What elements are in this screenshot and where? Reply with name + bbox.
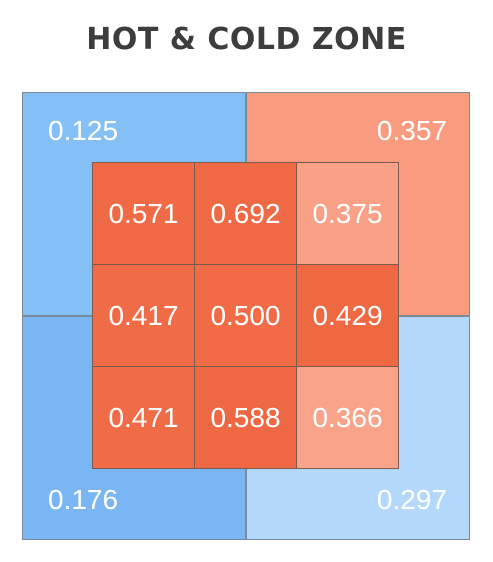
zone-cell-r3-c3: 0.366 bbox=[296, 366, 399, 469]
zone-cell-value: 0.588 bbox=[210, 401, 281, 433]
zone-cell-r3-c2: 0.588 bbox=[194, 366, 297, 469]
zone-cell-r1-c3: 0.375 bbox=[296, 162, 399, 265]
zone-cell-value: 0.692 bbox=[210, 197, 281, 229]
zone-cell-r1-c1: 0.571 bbox=[92, 162, 195, 265]
chart-title: HOT & COLD ZONE bbox=[86, 22, 407, 57]
zone-cell-value: 0.366 bbox=[312, 401, 383, 433]
zone-cell-r2-c3: 0.429 bbox=[296, 264, 399, 367]
zone-cell-r1-c2: 0.692 bbox=[194, 162, 297, 265]
zone-cell-r3-c1: 0.471 bbox=[92, 366, 195, 469]
zone-cell-value: 0.571 bbox=[108, 197, 179, 229]
outer-zone-value: 0.125 bbox=[48, 115, 119, 146]
zone-cell-r2-c2: 0.500 bbox=[194, 264, 297, 367]
zone-cell-value: 0.429 bbox=[312, 299, 383, 331]
zone-cell-value: 0.417 bbox=[108, 299, 179, 331]
outer-zone-value: 0.297 bbox=[376, 484, 447, 515]
outer-zone-value: 0.357 bbox=[376, 115, 447, 146]
zone-cell-value: 0.500 bbox=[210, 299, 281, 331]
zone-cell-value: 0.375 bbox=[312, 197, 383, 229]
zone-cell-r2-c1: 0.417 bbox=[92, 264, 195, 367]
zone-cell-value: 0.471 bbox=[108, 401, 179, 433]
outer-zone-value: 0.176 bbox=[48, 484, 119, 515]
